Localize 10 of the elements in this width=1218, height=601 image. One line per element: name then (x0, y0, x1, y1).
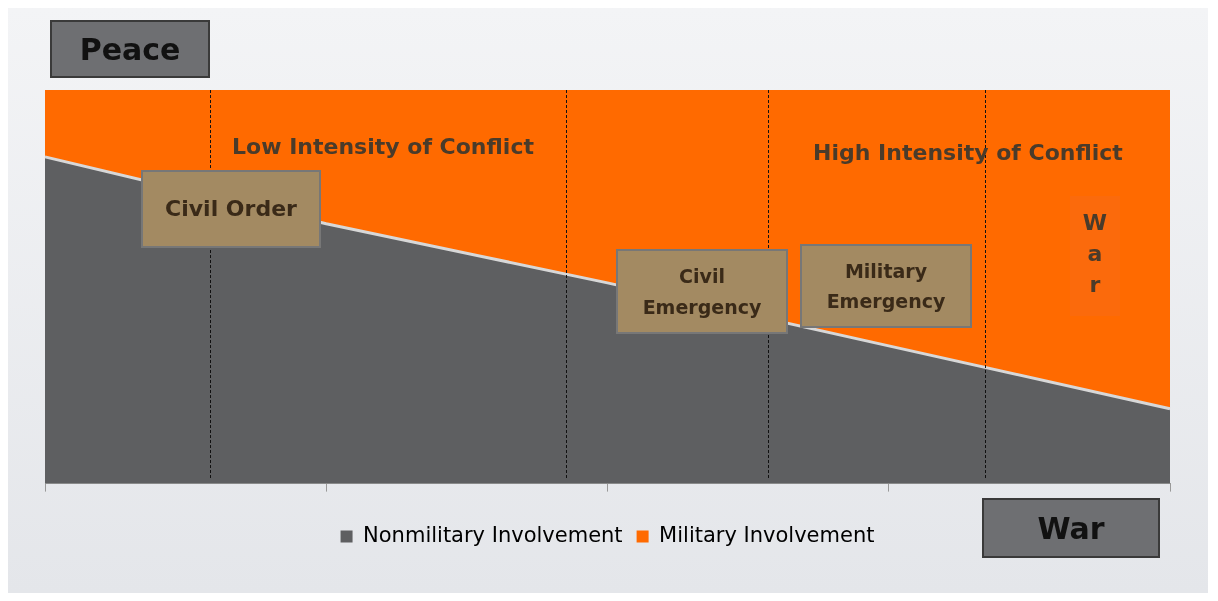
annotation: Low Intensity of Conflict (231, 132, 535, 161)
legend-label: Military Involvement (659, 522, 875, 547)
text-box: War (1070, 196, 1120, 316)
annotation: High Intensity of Conflict (812, 138, 1124, 167)
text-box: Military Emergency (800, 244, 972, 328)
text-box: War (982, 498, 1160, 558)
legend-label: Nonmilitary Involvement (363, 522, 623, 547)
text-box: Civil Emergency (616, 249, 788, 334)
text-box: Civil Order (141, 170, 321, 248)
text-box: Peace (50, 20, 210, 78)
